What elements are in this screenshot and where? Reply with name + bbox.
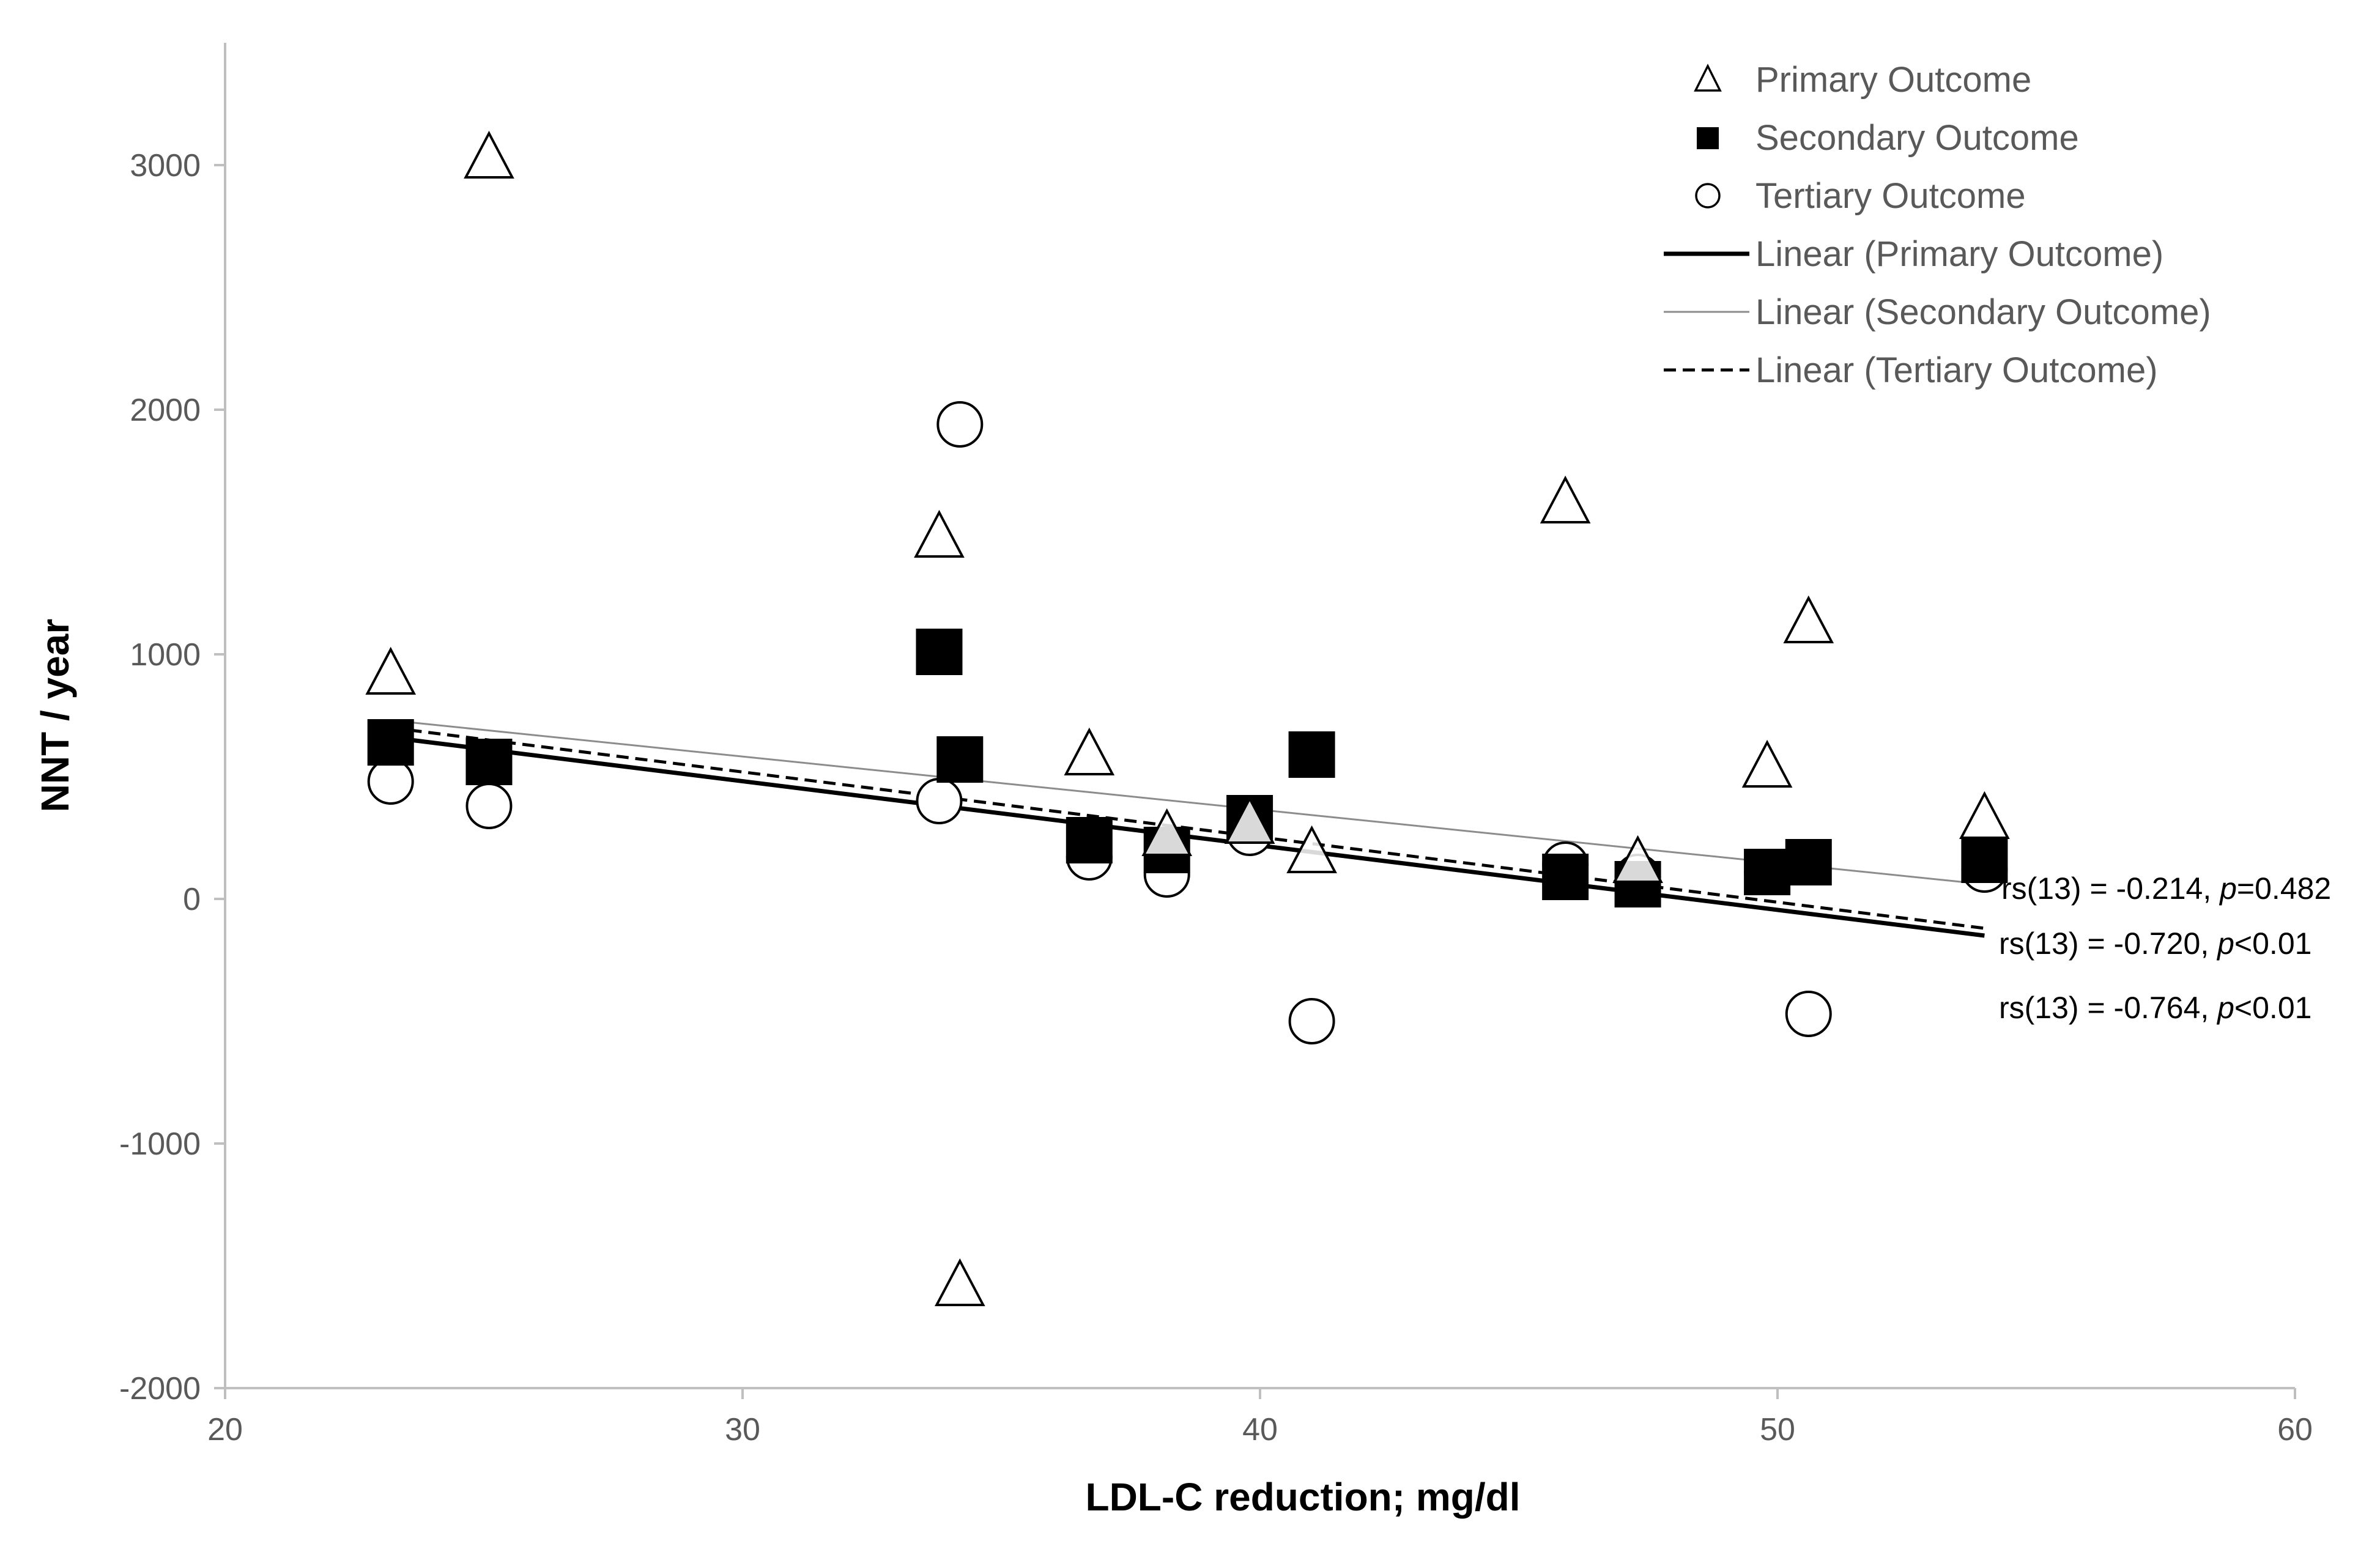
tertiary-point — [936, 401, 984, 448]
annotation-tertiary-lead: rs(13) = -0.764, — [1999, 991, 2217, 1025]
x-tick-label: 50 — [1760, 1412, 1795, 1447]
y-tick-label: 3000 — [130, 148, 201, 183]
legend: Primary Outcome Secondary Outcome Tertia… — [1664, 60, 2211, 390]
annotation-primary-lead: rs(13) = -0.720, — [1999, 926, 2217, 961]
primary-point — [1959, 791, 2010, 839]
primary-point — [1612, 835, 1663, 883]
annotation-primary-value: <0.01 — [2234, 926, 2312, 961]
primary-point — [1224, 796, 1275, 844]
tertiary-point — [1288, 998, 1335, 1044]
y-tick-label: -2000 — [119, 1371, 201, 1406]
secondary-point — [1785, 839, 1832, 885]
legend-item-secondary: Secondary Outcome — [1697, 118, 2079, 158]
trendline-secondary — [390, 719, 1985, 885]
y-tick-label: -1000 — [119, 1126, 201, 1162]
x-tick-label: 20 — [207, 1412, 243, 1447]
legend-square-icon — [1697, 127, 1719, 149]
annotation-primary: rs(13) = -0.720, p<0.01 — [1999, 926, 2311, 961]
primary-point — [1741, 739, 1793, 788]
legend-label-linear-tertiary: Linear (Tertiary Outcome) — [1755, 350, 2158, 390]
x-tick-label: 30 — [725, 1412, 760, 1447]
y-tick-label: 2000 — [130, 393, 201, 428]
annotation-secondary-lead: rs(13) = -0.214, — [2001, 871, 2220, 906]
primary-point — [1141, 808, 1193, 856]
annotation-tertiary: rs(13) = -0.764, p<0.01 — [1999, 991, 2311, 1025]
legend-label-linear-primary: Linear (Primary Outcome) — [1755, 234, 2163, 274]
primary-point — [1783, 595, 1834, 643]
legend-circle-icon — [1695, 183, 1721, 209]
x-tick-label: 40 — [1242, 1412, 1278, 1447]
primary-point — [1540, 475, 1591, 523]
primary-point — [365, 646, 417, 695]
data-markers — [365, 130, 2010, 1306]
legend-label-primary: Primary Outcome — [1755, 60, 2031, 100]
primary-point — [1286, 825, 1337, 873]
primary-point — [914, 509, 965, 558]
secondary-point — [916, 629, 963, 675]
x-tick-label: 60 — [2277, 1412, 2313, 1447]
secondary-point — [1288, 731, 1335, 778]
annotation-primary-p: p — [2216, 926, 2234, 961]
y-tick-label: 0 — [183, 882, 201, 917]
legend-label-secondary: Secondary Outcome — [1755, 118, 2079, 158]
legend-item-tertiary: Tertiary Outcome — [1695, 176, 2026, 216]
secondary-point — [1744, 849, 1791, 895]
tertiary-point — [1785, 991, 1832, 1037]
primary-point — [1064, 727, 1115, 775]
secondary-point — [367, 719, 414, 766]
secondary-point — [1066, 817, 1113, 863]
annotation-secondary-p: p — [2219, 871, 2237, 906]
y-tick-label: 1000 — [130, 637, 201, 673]
legend-item-linear-tertiary: Linear (Tertiary Outcome) — [1664, 350, 2158, 390]
x-axis-title: LDL-C reduction; mg/dl — [1085, 1475, 1520, 1519]
secondary-point — [936, 736, 984, 783]
secondary-point — [1961, 837, 2008, 883]
secondary-point — [465, 739, 513, 785]
legend-item-primary: Primary Outcome — [1694, 60, 2031, 100]
annotation-tertiary-value: <0.01 — [2234, 991, 2312, 1025]
legend-item-linear-secondary: Linear (Secondary Outcome) — [1664, 292, 2211, 332]
legend-label-linear-secondary: Linear (Secondary Outcome) — [1755, 292, 2211, 332]
annotation-tertiary-p: p — [2216, 991, 2234, 1025]
correlation-annotations: rs(13) = -0.214, p=0.482 rs(13) = -0.720… — [1999, 871, 2331, 1025]
legend-label-tertiary: Tertiary Outcome — [1755, 176, 2026, 216]
legend-triangle-icon — [1694, 64, 1722, 92]
y-axis-title: NNT / year — [33, 619, 77, 813]
tertiary-point — [367, 758, 414, 805]
annotation-secondary-value: =0.482 — [2237, 871, 2331, 906]
annotation-secondary: rs(13) = -0.214, p=0.482 — [2001, 871, 2331, 906]
y-ticks: -2000 -1000 0 1000 2000 3000 — [119, 148, 225, 1406]
legend-item-linear-primary: Linear (Primary Outcome) — [1664, 234, 2163, 274]
x-ticks: 20 30 40 50 60 — [207, 1388, 2313, 1447]
tertiary-point — [465, 783, 513, 829]
tertiary-point — [916, 778, 963, 824]
secondary-point — [1542, 854, 1589, 900]
primary-point — [464, 130, 514, 179]
primary-point — [935, 1258, 985, 1306]
